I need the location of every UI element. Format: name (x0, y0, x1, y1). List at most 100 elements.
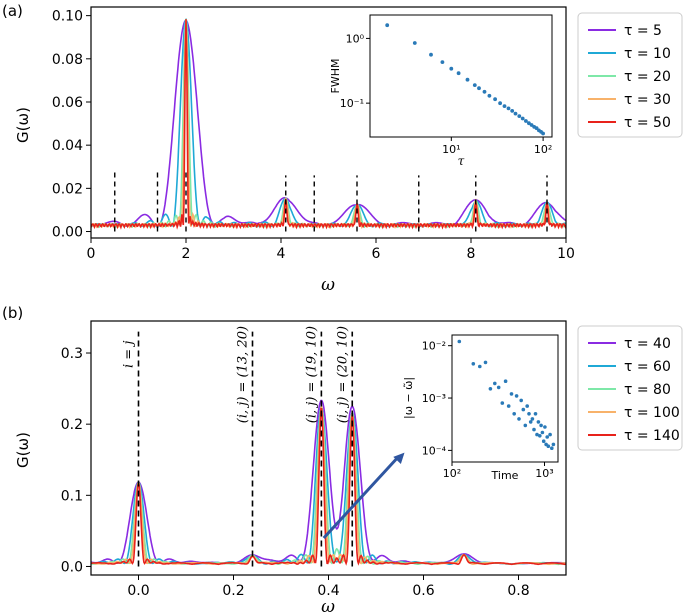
y-tick-label: 0.3 (61, 346, 83, 362)
x-tick-label: 2 (182, 246, 191, 262)
chart-b-ylabel: G(ω) (14, 432, 32, 468)
dashed-marker-annotation: (i, j) = (13, 20) (236, 326, 251, 423)
inset-point (477, 86, 481, 91)
inset-point (488, 387, 493, 391)
inset-point (502, 104, 507, 108)
legend-entry: τ = 140 (624, 428, 680, 444)
inset-point (524, 119, 528, 123)
x-tick-label: 4 (277, 246, 286, 262)
inset-point (530, 417, 535, 421)
inset-point (385, 23, 390, 28)
inset-b-xlabel: Time (491, 469, 519, 482)
inset-point (523, 423, 528, 428)
chart-a-ylabel: G(ω) (14, 107, 32, 143)
inset-point (527, 412, 531, 416)
inset-point (550, 446, 554, 451)
inset-point (472, 83, 477, 87)
inset-point (483, 360, 488, 365)
x-tick-label: 0.0 (127, 583, 149, 599)
inset-point (493, 97, 497, 102)
inset-point (541, 439, 546, 444)
chart-b-dashed-lines: i = j (i, j) = (13, 20) (i, j) = (19, 10) (… (122, 326, 354, 567)
x-tick-label: 0.6 (412, 583, 434, 599)
chart-a-xlabel: ω (321, 275, 335, 295)
inset-point (465, 77, 470, 82)
inset-point (493, 381, 497, 386)
x-tick-label: 0.2 (222, 583, 244, 599)
chart-a-inset: 10¹ 10² 10⁻¹ 10⁰ τ FWHM (329, 14, 553, 168)
y-tick-label: 0.0 (61, 559, 83, 575)
legend-entry: τ = 60 (624, 359, 671, 375)
inset-x-tick-label: 10² (443, 467, 461, 480)
dashed-marker-annotation: (i, j) = (20, 10) (335, 326, 350, 423)
chart-b: i = j (i, j) = (13, 20) (i, j) = (19, 10) (… (14, 320, 683, 615)
panel-a-label: (a) (2, 2, 23, 20)
chart-a-y-axis: 0.00 0.02 0.04 0.06 0.08 0.10 (52, 9, 91, 241)
inset-point (521, 407, 526, 412)
inset-point (412, 41, 417, 45)
inset-b-ylabel: |ω − ω̃| (402, 377, 415, 419)
inset-point (514, 394, 519, 398)
y-tick-label: 0.06 (52, 95, 83, 111)
inset-point (528, 420, 533, 424)
inset-point (545, 435, 549, 439)
inset-point (440, 60, 445, 64)
x-tick-label: 8 (467, 246, 476, 262)
inset-x-tick-label: 10³ (535, 467, 553, 480)
chart-b-inset: 10² 10³ 10⁻⁴ 10⁻³ 10⁻² Time |ω − ω̃| (402, 334, 559, 482)
dashed-marker-annotation: (i, j) = (19, 10) (304, 326, 319, 423)
inset-point (471, 362, 476, 366)
inset-y-tick-label: 10⁻³ (422, 392, 446, 405)
inset-point (541, 131, 545, 136)
panel-b-label: (b) (2, 304, 23, 322)
legend-entry: τ = 100 (624, 405, 680, 421)
y-tick-label: 0.08 (52, 52, 83, 68)
legend-entry: τ = 80 (624, 382, 671, 398)
series-line (91, 19, 566, 230)
series-line (91, 407, 566, 566)
inset-x-tick-label: 10¹ (442, 143, 460, 156)
inset-point (506, 404, 511, 408)
arrow-head (393, 452, 405, 465)
inset-point (527, 121, 531, 126)
legend-entry: τ = 20 (624, 69, 671, 85)
legend-a-frame (577, 12, 683, 138)
legend-entry: τ = 30 (624, 92, 671, 108)
inset-point (487, 93, 492, 98)
inset-point (510, 109, 515, 113)
inset-point (536, 420, 541, 424)
chart-b-arrow (322, 452, 405, 540)
inset-point (457, 339, 462, 344)
inset-point (517, 114, 522, 118)
inset-y-tick-label: 10⁻⁴ (422, 444, 447, 457)
inset-x-tick-label: 10² (534, 143, 552, 156)
chart-b-y-axis: 0.0 0.1 0.2 0.3 (61, 346, 91, 575)
x-tick-label: 0 (87, 246, 96, 262)
inset-point (543, 425, 547, 429)
y-tick-label: 0.04 (52, 138, 83, 154)
chart-a-legend: τ = 5 τ = 10 τ = 20 τ = 30 τ = 50 (577, 12, 683, 138)
dashed-marker-annotation: i = j (122, 341, 137, 368)
inset-point (513, 111, 518, 116)
inset-point (548, 432, 552, 437)
chart-a-x-axis: 0 2 4 6 8 10 (87, 238, 575, 262)
inset-point (540, 430, 545, 435)
legend-entry: τ = 50 (624, 115, 671, 131)
chart-a-dashed-lines (114, 168, 548, 232)
inset-point (535, 432, 539, 437)
inset-point (546, 444, 551, 449)
inset-point (525, 404, 529, 408)
y-tick-label: 0.1 (61, 488, 83, 504)
inset-a-frame (369, 14, 553, 138)
inset-point (429, 52, 433, 57)
arrow-shaft (322, 455, 400, 540)
inset-point (456, 71, 461, 76)
x-tick-label: 6 (372, 246, 381, 262)
y-tick-label: 0.2 (61, 417, 83, 433)
inset-point (538, 434, 542, 438)
inset-point (509, 392, 514, 396)
x-tick-label: 0.8 (507, 583, 529, 599)
chart-b-x-axis: 0.0 0.2 0.4 0.6 0.8 (127, 575, 530, 599)
inset-y-tick-label: 10⁻¹ (340, 97, 364, 110)
